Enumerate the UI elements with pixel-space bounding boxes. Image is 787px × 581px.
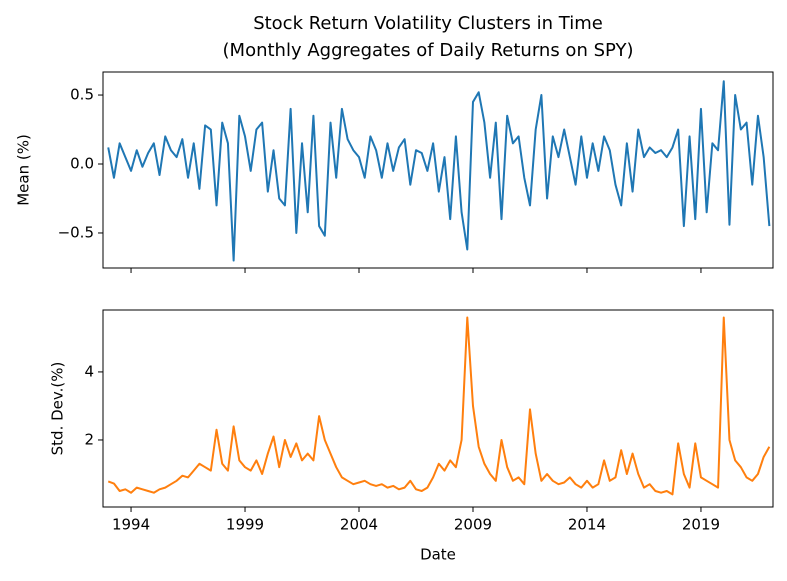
chart-title: Stock Return Volatility Clusters in Time [253,13,603,34]
x-axis-label: Date [420,546,456,564]
x-tick-label: 1994 [112,516,150,534]
y-axis-label: Std. Dev.(%) [49,362,67,456]
data-line [107,316,771,496]
y-tick-label: −0.5 [58,223,94,241]
x-tick-label: 2009 [454,516,492,534]
y-tick-label: 0.5 [70,86,94,104]
y-tick-label: 0.0 [70,155,94,173]
axes-frame [102,71,774,269]
y-tick-label: 4 [84,362,94,380]
x-tick-label: 1999 [226,516,264,534]
chart-subtitle: (Monthly Aggregates of Daily Returns on … [223,40,634,61]
y-tick-label: 2 [84,430,94,448]
data-line [107,80,771,262]
x-tick-label: 2014 [568,516,606,534]
y-axis-label: Mean (%) [15,134,33,206]
x-tick-label: 2004 [340,516,378,534]
axes-frame [102,309,774,508]
x-tick-label: 2019 [682,516,720,534]
